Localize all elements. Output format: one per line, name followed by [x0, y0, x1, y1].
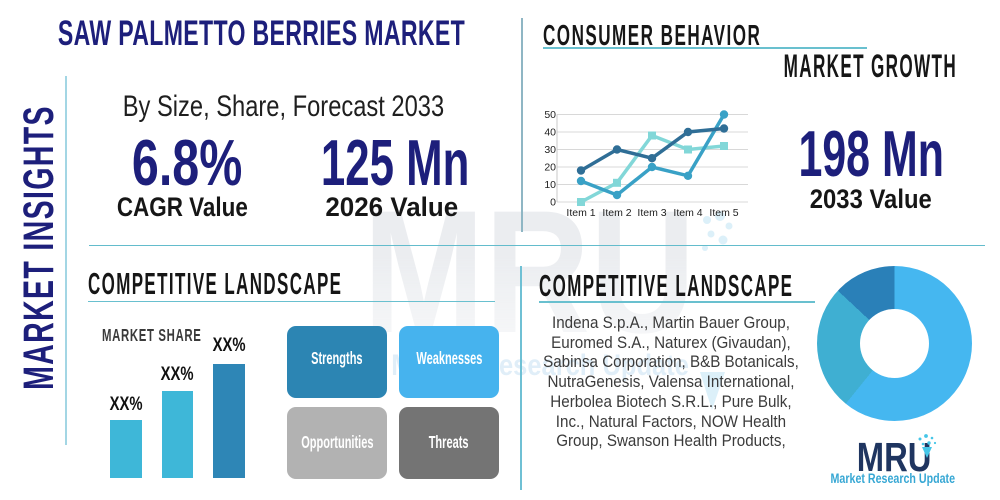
svg-text:30: 30	[544, 144, 556, 156]
svg-text:40: 40	[544, 127, 556, 139]
svg-text:Item 4: Item 4	[673, 207, 702, 219]
svg-text:Item 1: Item 1	[566, 207, 595, 219]
svg-text:Item 5: Item 5	[709, 207, 738, 219]
svg-text:50: 50	[544, 109, 556, 121]
svg-text:10: 10	[544, 179, 556, 191]
svg-text:0: 0	[550, 197, 556, 209]
svg-text:Item 3: Item 3	[637, 207, 666, 219]
svg-text:Item 2: Item 2	[602, 207, 631, 219]
svg-text:20: 20	[544, 162, 556, 174]
